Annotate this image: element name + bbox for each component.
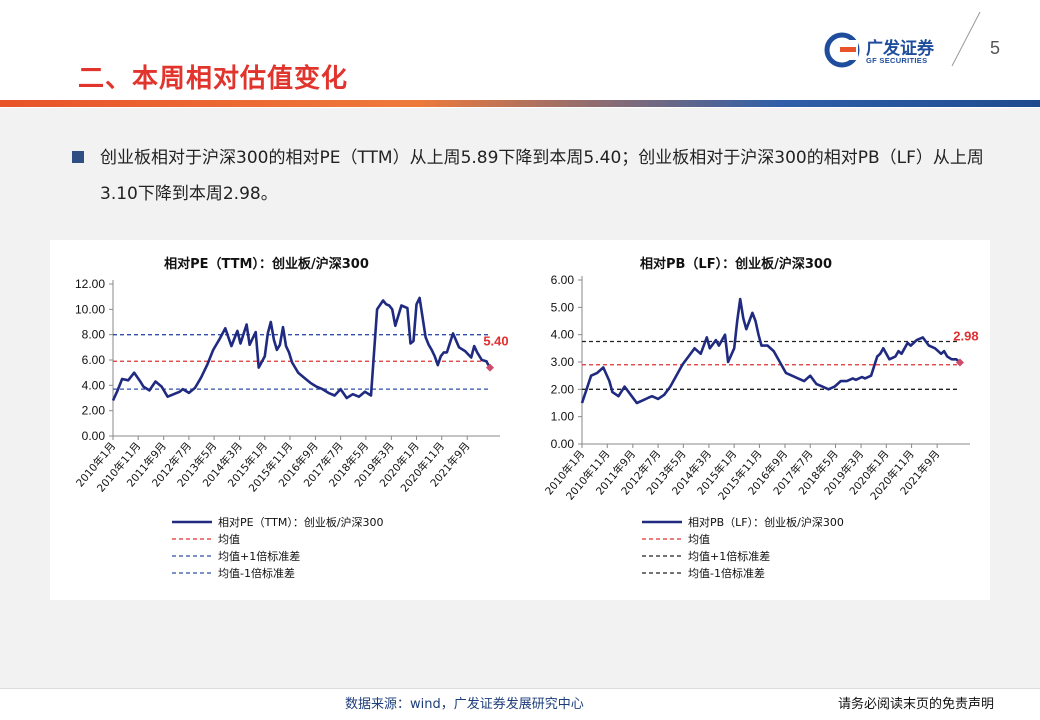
pb-chart: 相对PB（LF）：创业板/沪深300 0.00 1.00 2.00 3.00 4.00 5.… [520,240,990,600]
section-title: 二、本周相对估值变化 [78,64,349,94]
pe-background [50,240,520,600]
pe-legend-label: 相对PE（TTM）：创业板/沪深300 [218,515,384,529]
logo-text-en: GF SECURITIES [866,56,928,65]
pe-last-value-label: 5.40 [483,334,508,349]
pb-y-tick-label: 0.00 [551,437,575,451]
summary-paragraph: 创业板相对于沪深300的相对PE（TTM）从上周5.89下降到本周5.40；创业… [100,148,984,204]
bullet-square-icon [72,151,84,163]
pb-background [520,240,990,600]
pe-y-tick-label: 8.00 [82,328,106,342]
pb-last-point-marker [955,358,964,367]
pe-series-line [111,296,492,402]
pb-y-tick-label: 6.00 [551,273,575,287]
pe-legend-label: 均值+1倍标准差 [218,549,300,563]
pb-series-line [580,297,961,405]
pe-y-tick-label: 0.00 [82,429,106,443]
pb-legend-label: 相对PB（LF）：创业板/沪深300 [688,515,844,529]
pe-y-tick-label: 10.00 [75,302,105,316]
disclaimer: 请务必阅读末页的免责声明 [838,697,995,712]
pb-legend-label: 均值 [688,533,710,546]
gf-logo-icon [824,32,860,68]
page-number: 5 [990,38,1001,58]
pe-chart: 相对PE（TTM）：创业板/沪深300 0.00 2.00 4.00 6.00 8.00 1… [50,240,520,600]
pb-last-value-label: 2.98 [953,329,978,344]
pe-chart-svg: 相对PE（TTM）：创业板/沪深300 0.00 2.00 4.00 6.00 8.00 1… [50,240,520,600]
logo-text-cn: 广发证券 [866,39,934,59]
divider-slash [951,11,981,67]
pb-y-tick-label: 3.00 [551,355,575,369]
pe-y-tick-label: 2.00 [82,404,106,418]
pb-y-tick-label: 1.00 [551,410,575,424]
slide-header [0,0,1040,104]
pe-y-tick-label: 12.00 [75,277,105,291]
pb-title: 相对PB（LF）：创业板/沪深300 [640,256,832,272]
pe-y-tick-label: 6.00 [82,353,106,367]
pb-legend-label: 均值-1倍标准差 [688,566,765,580]
pe-y-tick-label: 4.00 [82,378,106,392]
pb-y-tick-label: 2.00 [551,382,575,396]
pe-legend-label: 均值-1倍标准差 [218,566,295,580]
pe-title: 相对PE（TTM）：创业板/沪深300 [164,256,369,272]
pe-legend-label: 均值 [218,533,240,546]
data-source: 数据来源：wind，广发证券发展研究中心 [345,697,584,712]
pb-y-tick-label: 5.00 [551,300,575,314]
pe-last-point-marker [485,363,494,372]
pb-y-tick-label: 4.00 [551,328,575,342]
pb-legend-label: 均值+1倍标准差 [688,549,770,563]
footer-divider [0,688,1040,689]
pb-chart-svg: 相对PB（LF）：创业板/沪深300 0.00 1.00 2.00 3.00 4.00 5.… [520,240,990,600]
header-color-band [0,100,1040,107]
